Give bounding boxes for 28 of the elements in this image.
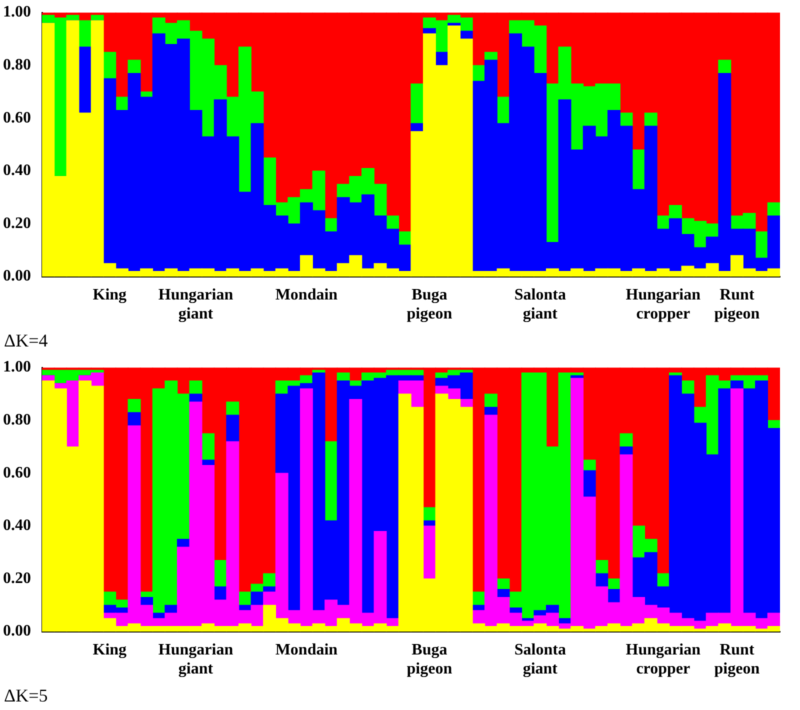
x-tick-label: Mondain — [275, 641, 338, 658]
y-tick-label: 0.80 — [3, 56, 31, 74]
x-tick-label: Salonta giant — [514, 286, 566, 323]
y-tick-label: 1.00 — [3, 358, 31, 376]
y-tick-label: 0.40 — [3, 517, 31, 534]
y-tick-label: 0.00 — [3, 268, 31, 285]
x-tick-label: Hungarian cropper — [626, 286, 701, 323]
x-tick-label: Salonta giant — [514, 641, 566, 678]
x-tick-label: Buga pigeon — [406, 286, 452, 323]
x-tick-label: Hungarian cropper — [626, 641, 701, 678]
y-tick-label: 0.80 — [3, 412, 31, 429]
y-tick-label: 0.60 — [3, 464, 31, 482]
y-tick-label: 0.20 — [3, 214, 31, 232]
text: ΔK=4 — [4, 330, 48, 351]
x-tick-label: Runt pigeon — [714, 286, 760, 323]
x-tick-label: Hungarian giant — [158, 286, 234, 323]
y-tick-label: 0.00 — [3, 622, 31, 640]
text: ΔK=5 — [4, 686, 48, 706]
x-tick-label: Buga pigeon — [406, 641, 452, 678]
y-tick-label: 0.40 — [3, 162, 31, 180]
y-tick-label: 0.60 — [3, 109, 31, 126]
x-tick-label: Hungarian giant — [158, 641, 234, 678]
x-tick-label: King — [92, 286, 127, 304]
x-tick-label: King — [92, 641, 127, 658]
y-tick-label: 0.20 — [3, 570, 31, 587]
y-tick-label: 1.00 — [3, 4, 31, 21]
x-tick-label: Mondain — [275, 286, 338, 304]
x-tick-label: Runt pigeon — [714, 641, 760, 678]
